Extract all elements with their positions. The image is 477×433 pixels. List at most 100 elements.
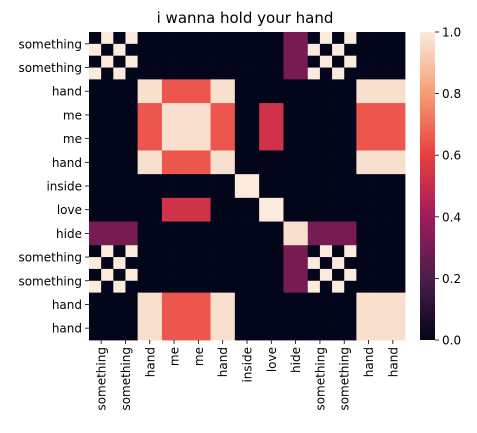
heatmap-cell (247, 138, 260, 151)
heatmap-cell (125, 150, 139, 163)
heatmap-cell (101, 304, 114, 317)
heatmap-cell (295, 32, 309, 45)
heatmap-cell (247, 280, 260, 294)
heatmap-cell (186, 138, 199, 151)
heatmap-cell (392, 209, 406, 222)
heatmap-cell (234, 43, 248, 57)
heatmap-cell (271, 126, 284, 140)
heatmap-cell (332, 43, 345, 57)
heatmap-cell (259, 67, 272, 80)
heatmap-cell (89, 43, 102, 57)
heatmap-cell (356, 292, 369, 305)
heatmap-cell (137, 245, 151, 258)
heatmap-cell (137, 292, 151, 305)
heatmap-cell (247, 257, 260, 270)
heatmap-cell (113, 233, 126, 246)
heatmap-cell (307, 197, 321, 211)
heatmap-cell (259, 304, 272, 317)
heatmap-cell (125, 197, 139, 211)
heatmap-cell (174, 79, 187, 92)
heatmap-cell (356, 174, 369, 187)
heatmap-cell (271, 197, 284, 211)
heatmap-cell (356, 79, 369, 92)
heatmap-cell (149, 186, 163, 199)
heatmap-cell (368, 43, 382, 57)
heatmap-cell (186, 103, 199, 116)
heatmap-cell (101, 316, 114, 329)
heatmap-cell (271, 79, 284, 92)
heatmap-cell (259, 257, 272, 270)
heatmap-cell (137, 186, 151, 199)
heatmap-cell (161, 162, 175, 175)
heatmap-cell (125, 328, 139, 341)
heatmap-cell (149, 209, 163, 222)
heatmap-cell (174, 197, 187, 211)
y-tick-label: something (18, 61, 82, 75)
heatmap-cell (174, 316, 187, 329)
heatmap-cell (210, 304, 224, 317)
heatmap-cell (137, 55, 151, 68)
heatmap-cell (319, 304, 333, 317)
heatmap-cell (295, 150, 309, 163)
colorbar-tick-label: 0.4 (442, 210, 461, 224)
heatmap-cell (332, 91, 345, 104)
heatmap-cell (234, 268, 248, 282)
heatmap-cell (234, 209, 248, 222)
colorbar-tick-label: 0.6 (442, 149, 461, 163)
heatmap-cell (368, 55, 382, 68)
heatmap-cell (137, 126, 151, 140)
heatmap-cell (186, 292, 199, 305)
heatmap-cell (356, 91, 369, 104)
heatmap-cell (125, 245, 139, 258)
heatmap-cell (368, 32, 382, 45)
heatmap-cell (234, 316, 248, 329)
heatmap-cell (222, 209, 236, 222)
x-tick-label: love (265, 347, 279, 372)
heatmap-cell (234, 138, 248, 151)
heatmap-cell (210, 138, 224, 151)
heatmap-cell (392, 328, 406, 341)
heatmap-cell (307, 91, 321, 104)
heatmap-cell (222, 328, 236, 341)
heatmap-cell (186, 174, 199, 187)
heatmap-cell (198, 233, 211, 246)
heatmap-cell (295, 280, 309, 294)
heatmap-cell (89, 91, 102, 104)
heatmap-cell (222, 138, 236, 151)
heatmap-cell (101, 150, 114, 163)
heatmap-cell (344, 43, 357, 57)
heatmap-cell (161, 280, 175, 294)
heatmap-cell (259, 43, 272, 57)
heatmap-cell (198, 221, 211, 234)
heatmap-cell (210, 197, 224, 211)
heatmap-cell (319, 150, 333, 163)
heatmap-cell (101, 79, 114, 92)
heatmap-cell (89, 126, 102, 140)
heatmap-cell (356, 209, 369, 222)
heatmap-cell (198, 126, 211, 140)
heatmap-cell (356, 257, 369, 270)
heatmap-cell (332, 126, 345, 140)
heatmap-cell (356, 103, 369, 116)
heatmap-cell (210, 221, 224, 234)
heatmap-cell (344, 233, 357, 246)
heatmap-cell (247, 126, 260, 140)
heatmap-cell (271, 103, 284, 116)
heatmap-cell (356, 221, 369, 234)
y-tick-label: me (63, 108, 82, 122)
heatmap-cell (356, 245, 369, 258)
heatmap-cell (380, 304, 394, 317)
heatmap-cell (89, 103, 102, 116)
heatmap-cell (113, 32, 126, 45)
heatmap-cell (198, 292, 211, 305)
heatmap-cell (186, 162, 199, 175)
heatmap-cell (125, 43, 139, 57)
heatmap-cell (198, 245, 211, 258)
heatmap-cell (161, 138, 175, 151)
heatmap-cell (89, 114, 102, 128)
heatmap-cell (319, 91, 333, 104)
heatmap-cell (344, 197, 357, 211)
heatmap-cell (210, 268, 224, 282)
heatmap-cell (319, 257, 333, 270)
heatmap-cell (332, 245, 345, 258)
